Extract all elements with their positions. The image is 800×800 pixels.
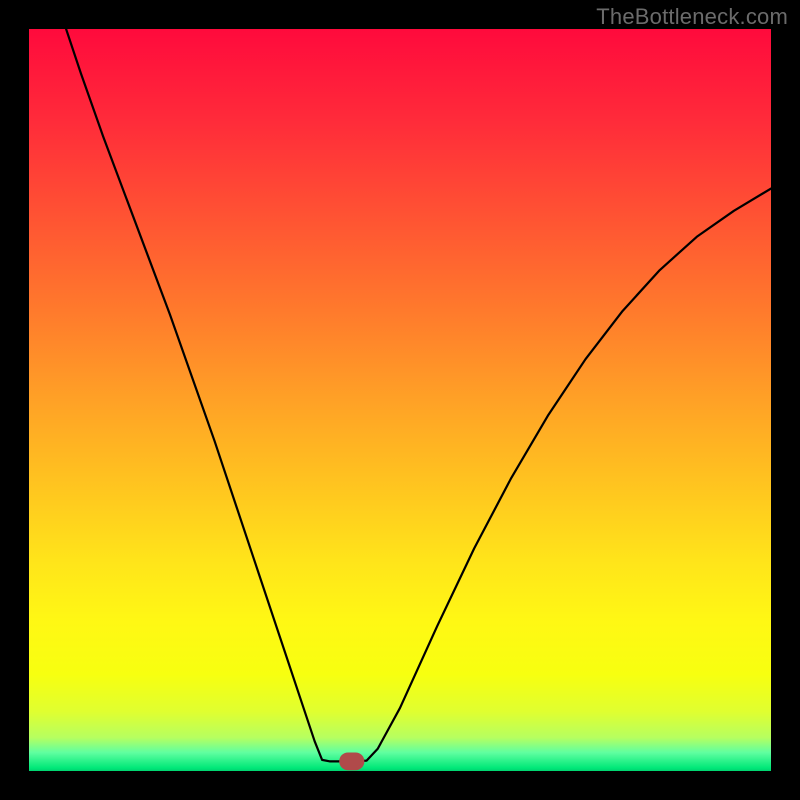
gradient-background — [29, 29, 771, 771]
minimum-marker — [339, 752, 364, 770]
bottleneck-chart — [29, 29, 771, 771]
watermark-text: TheBottleneck.com — [596, 4, 788, 30]
